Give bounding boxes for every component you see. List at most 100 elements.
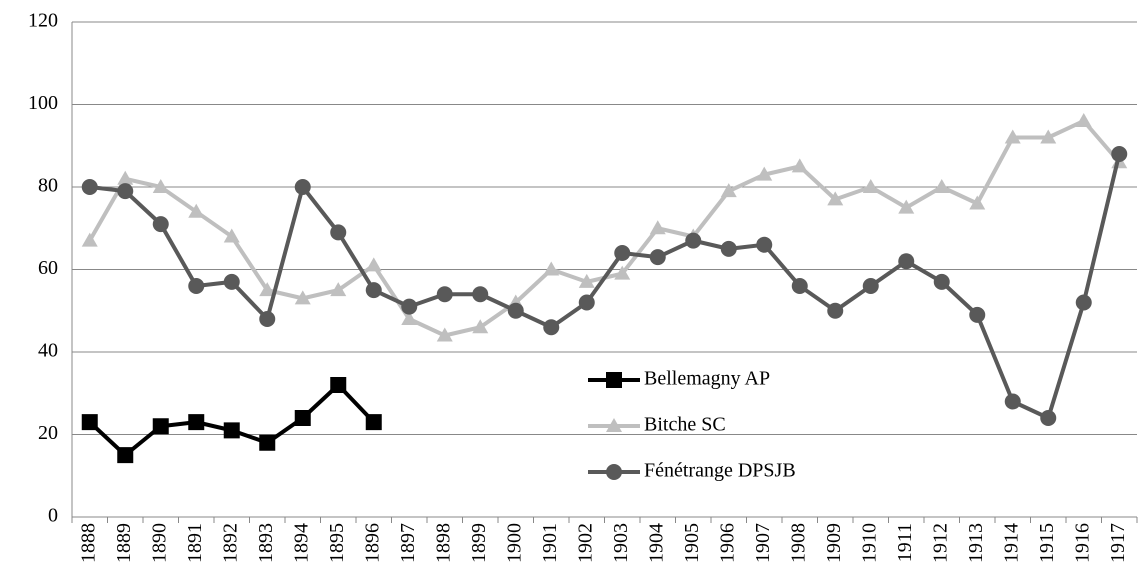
x-tick-label: 1893 bbox=[255, 523, 277, 563]
y-tick-label: 120 bbox=[28, 10, 58, 32]
marker bbox=[898, 253, 915, 270]
marker bbox=[1075, 113, 1092, 127]
marker bbox=[827, 191, 844, 206]
marker bbox=[188, 414, 205, 431]
marker bbox=[81, 414, 98, 431]
x-tick-label: 1890 bbox=[148, 523, 170, 563]
x-tick-label: 1913 bbox=[965, 523, 987, 563]
marker bbox=[259, 282, 276, 297]
x-tick-label: 1892 bbox=[219, 523, 241, 563]
marker bbox=[614, 265, 631, 280]
marker bbox=[223, 422, 240, 439]
marker bbox=[365, 282, 382, 299]
marker bbox=[791, 278, 808, 294]
marker bbox=[1040, 129, 1057, 144]
x-tick-label: 1907 bbox=[752, 523, 774, 563]
x-tick-label: 1903 bbox=[610, 523, 632, 563]
x-tick-label: 1891 bbox=[184, 523, 206, 563]
marker bbox=[81, 179, 98, 195]
marker bbox=[827, 302, 844, 319]
x-tick-label: 1895 bbox=[326, 523, 348, 563]
series-line bbox=[88, 383, 376, 458]
marker bbox=[685, 232, 702, 249]
marker bbox=[1004, 393, 1021, 410]
marker bbox=[330, 377, 347, 393]
x-tick-label: 1914 bbox=[1000, 523, 1022, 563]
x-tick-label: 1901 bbox=[539, 523, 561, 563]
y-tick-label: 40 bbox=[38, 340, 58, 362]
y-tick-label: 60 bbox=[38, 257, 58, 279]
series-line bbox=[89, 153, 1122, 420]
x-tick-label: 1910 bbox=[858, 523, 880, 563]
marker bbox=[188, 278, 205, 294]
marker bbox=[330, 282, 347, 297]
x-tick-label: 1898 bbox=[432, 523, 454, 563]
marker bbox=[862, 278, 879, 294]
marker bbox=[188, 203, 205, 218]
marker bbox=[117, 447, 134, 464]
x-tick-label: 1916 bbox=[1071, 523, 1093, 563]
x-tick-label: 1908 bbox=[787, 523, 809, 563]
marker bbox=[365, 414, 382, 431]
x-tick-label: 1896 bbox=[361, 523, 383, 563]
marker bbox=[81, 232, 98, 247]
legend-label: Bellemagny AP bbox=[644, 368, 770, 390]
marker bbox=[969, 195, 986, 210]
x-tick-label: 1897 bbox=[397, 523, 419, 563]
y-tick-label: 80 bbox=[38, 175, 58, 197]
marker bbox=[1075, 294, 1092, 311]
y-tick-label: 0 bbox=[48, 505, 58, 527]
marker bbox=[223, 273, 240, 290]
x-tick-label: 1905 bbox=[681, 523, 703, 563]
x-tick-label: 1888 bbox=[77, 523, 99, 563]
marker bbox=[152, 418, 169, 435]
y-tick-label: 20 bbox=[38, 422, 58, 444]
x-tick-label: 1899 bbox=[468, 523, 490, 563]
marker bbox=[472, 286, 489, 303]
marker bbox=[1111, 146, 1128, 162]
marker bbox=[507, 302, 524, 319]
marker bbox=[933, 273, 950, 290]
marker bbox=[969, 306, 986, 323]
x-tick-label: 1915 bbox=[1036, 523, 1058, 563]
marker bbox=[791, 158, 808, 173]
legend-label: Fénétrange DPSJB bbox=[644, 460, 796, 482]
x-tick-label: 1912 bbox=[929, 523, 951, 563]
legend-label: Bitche SC bbox=[644, 414, 726, 436]
marker bbox=[1004, 129, 1021, 144]
marker bbox=[720, 240, 737, 257]
marker bbox=[436, 327, 453, 342]
marker bbox=[756, 166, 773, 181]
marker bbox=[401, 311, 418, 325]
marker bbox=[223, 228, 240, 243]
x-tick-label: 1904 bbox=[645, 523, 667, 563]
marker bbox=[862, 179, 879, 193]
x-tick-label: 1902 bbox=[574, 523, 596, 563]
marker bbox=[294, 179, 311, 195]
marker bbox=[330, 224, 347, 241]
marker bbox=[649, 220, 666, 235]
legend-marker bbox=[606, 464, 622, 480]
legend-marker bbox=[606, 418, 622, 432]
marker bbox=[152, 179, 169, 193]
marker bbox=[543, 261, 560, 276]
marker bbox=[259, 434, 276, 451]
marker bbox=[543, 319, 560, 336]
marker bbox=[152, 216, 169, 233]
marker bbox=[649, 249, 666, 266]
marker bbox=[117, 183, 134, 200]
marker bbox=[294, 410, 311, 426]
marker bbox=[365, 257, 382, 272]
marker bbox=[720, 183, 737, 198]
x-tick-label: 1906 bbox=[716, 523, 738, 563]
marker bbox=[578, 294, 595, 311]
marker bbox=[436, 286, 453, 303]
marker bbox=[898, 199, 915, 214]
marker bbox=[1040, 410, 1057, 426]
x-tick-label: 1909 bbox=[823, 523, 845, 563]
marker bbox=[259, 311, 276, 327]
x-tick-label: 1917 bbox=[1107, 523, 1129, 563]
marker bbox=[401, 298, 418, 315]
x-tick-label: 1894 bbox=[290, 523, 312, 563]
